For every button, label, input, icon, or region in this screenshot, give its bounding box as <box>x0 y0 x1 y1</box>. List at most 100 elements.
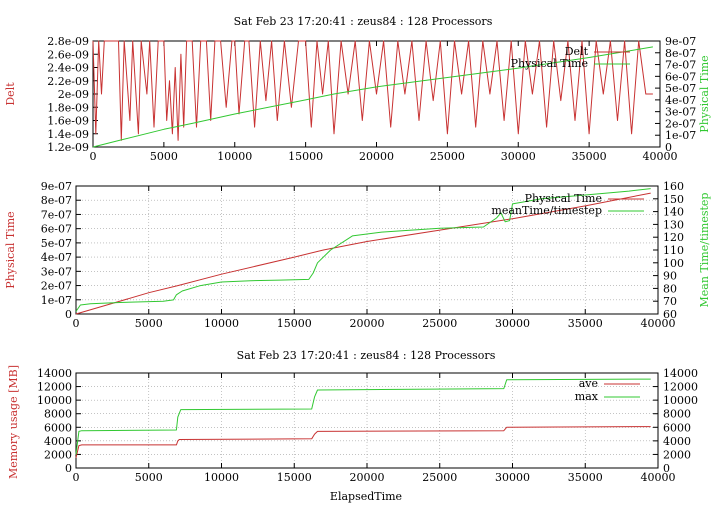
panel-2-legend-label-physical-time: Physical Time <box>525 192 602 205</box>
panel-1-x-tick-label: 25000 <box>430 150 465 163</box>
panel-1-y-tick-label: 2.2e-09 <box>47 75 89 88</box>
panel-2-y-tick-label: 4e-07 <box>41 251 72 264</box>
panel-1-y2-tick-label: 7e-07 <box>665 59 696 72</box>
panel-3-y2-tick-label: 6000 <box>663 421 691 434</box>
panel-1-y-tick-label: 2.6e-09 <box>47 48 89 61</box>
panel-3-y-tick-label: 12000 <box>37 381 72 394</box>
panel-1-x-tick-label: 0 <box>90 150 97 163</box>
panel-3-legend: ave max <box>575 377 640 403</box>
panel-1-y2-tick-label: 6e-07 <box>665 70 696 83</box>
panel-3-y-tick-label: 2000 <box>44 448 72 461</box>
panel-2-axes: 0 5000 10000 15000 20000 25000 30000 35000 40000… <box>41 180 684 330</box>
panel-3-y-tick-label: 6000 <box>44 421 72 434</box>
panel-1-y2-tick-label: 9e-07 <box>665 35 696 48</box>
panel-3-x-tick-label: 0 <box>73 471 80 484</box>
panel-3-y2-tick-label: 4000 <box>663 435 691 448</box>
panel-1: Sat Feb 23 17:20:41 : zeus84 : 128 Proce… <box>4 15 711 163</box>
panel-1-y-tick-label: 2.4e-09 <box>47 62 89 75</box>
panel-3-y2-tick-label: 2000 <box>663 448 691 461</box>
panel-2-series-line-physical-time <box>75 192 651 315</box>
panel-3-x-tick-label: 10000 <box>204 471 239 484</box>
panel-1-series-line-delt <box>92 40 653 141</box>
panel-1-y2-tick-label: 0 <box>665 141 672 154</box>
panel-2-y-tick-label: 0 <box>65 308 72 321</box>
panel-1-axes: 0 5000 10000 15000 20000 25000 30000 35000 40000… <box>47 35 696 163</box>
panel-1-series-line-physical-time <box>92 46 653 148</box>
panel-2-y-tick-label: 8e-07 <box>41 194 72 207</box>
panel-3-y-label: Memory usage [MB] <box>7 365 20 479</box>
panel-3-y-tick-label: 4000 <box>44 435 72 448</box>
panel-1-y-tick-label: 1.6e-09 <box>47 115 89 128</box>
panel-1-legend-label-physical-time: Physical Time <box>511 57 588 70</box>
panel-2-x-tick-label: 35000 <box>568 317 603 330</box>
panel-1-y2-tick-label: 4e-07 <box>665 94 696 107</box>
panel-3-axes: 0 5000 10000 15000 20000 25000 30000 35000 40000… <box>37 367 698 484</box>
panel-3-x-tick-label: 40000 <box>641 471 676 484</box>
panel-3-y2-tick-label: 14000 <box>663 367 698 380</box>
panel-3-x-label: ElapsedTime <box>330 490 402 503</box>
panel-2-x-tick-label: 10000 <box>204 317 239 330</box>
panel-2-y-tick-label: 2e-07 <box>41 280 72 293</box>
panel-1-y2-tick-label: 5e-07 <box>665 82 696 95</box>
panel-2-y-tick-label: 6e-07 <box>41 223 72 236</box>
panel-2-y2-tick-label: 110 <box>663 244 684 257</box>
panel-3-legend-label-ave: ave <box>579 377 598 390</box>
panel-2-y2-tick-label: 130 <box>663 218 684 231</box>
panel-2-y2-tick-label: 140 <box>663 206 684 219</box>
panel-2-x-tick-label: 5000 <box>135 317 163 330</box>
panel-1-title: Sat Feb 23 17:20:41 : zeus84 : 128 Proce… <box>234 15 493 28</box>
panel-3-series-line-ave <box>75 426 651 458</box>
panel-1-y-tick-label: 1.4e-09 <box>47 128 89 141</box>
panel-2-series <box>75 188 651 315</box>
panel-1-y-tick-label: 2e-09 <box>58 88 89 101</box>
panel-1-legend-label-delt: Delt <box>565 45 589 58</box>
panel-2-y2-tick-label: 100 <box>663 257 684 270</box>
panel-2-y2-tick-label: 60 <box>663 308 677 321</box>
panel-1-x-tick-label: 10000 <box>217 150 252 163</box>
panel-2-y2-tick-label: 90 <box>663 270 677 283</box>
panel-1-x-tick-label: 30000 <box>501 150 536 163</box>
panel-1-y2-label: Physical Time <box>698 55 711 132</box>
panel-2-y2-label: Mean Time/timestep <box>698 193 711 308</box>
panel-3-x-tick-label: 30000 <box>495 471 530 484</box>
panel-1-series <box>92 40 653 148</box>
panel-1-x-tick-label: 40000 <box>643 150 678 163</box>
panel-1-y-tick-label: 1.2e-09 <box>47 141 89 154</box>
panel-2: Physical Time Mean Time/timestep 0 5000 10… <box>4 180 711 330</box>
panel-3-title: Sat Feb 23 17:20:41 : zeus84 : 128 Proce… <box>237 349 496 362</box>
panel-2-x-tick-label: 20000 <box>350 317 385 330</box>
panel-2-legend: Physical Time meanTime/timestep <box>491 192 644 217</box>
panel-2-y2-tick-label: 70 <box>663 295 677 308</box>
panel-2-y2-tick-label: 80 <box>663 282 677 295</box>
panel-1-y2-tick-label: 1e-07 <box>665 129 696 142</box>
panel-2-y-tick-label: 1e-07 <box>41 294 72 307</box>
panel-3-y2-tick-label: 10000 <box>663 394 698 407</box>
panel-2-y-tick-label: 7e-07 <box>41 208 72 221</box>
panel-2-x-tick-label: 25000 <box>422 317 457 330</box>
panel-1-x-tick-label: 35000 <box>572 150 607 163</box>
panel-3-plot-area <box>75 372 659 469</box>
panel-3-y2-tick-label: 12000 <box>663 381 698 394</box>
panel-3-y-tick-label: 0 <box>65 462 72 475</box>
panel-2-x-tick-label: 0 <box>73 317 80 330</box>
panel-1-y-label: Delt <box>4 82 17 106</box>
panel-2-y-tick-label: 5e-07 <box>41 237 72 250</box>
panel-3-x-tick-label: 20000 <box>350 471 385 484</box>
panel-1-x-tick-label: 5000 <box>150 150 178 163</box>
panel-1-y-tick-label: 2.8e-09 <box>47 35 89 48</box>
panel-2-y-tick-label: 9e-07 <box>41 180 72 193</box>
panel-2-y-label: Physical Time <box>4 211 17 288</box>
panel-1-y2-tick-label: 8e-07 <box>665 47 696 60</box>
panel-2-y2-tick-label: 150 <box>663 193 684 206</box>
panel-3-series <box>75 378 651 458</box>
panel-2-y2-tick-label: 160 <box>663 180 684 193</box>
panel-3-x-tick-label: 35000 <box>568 471 603 484</box>
panel-3-y-tick-label: 14000 <box>37 367 72 380</box>
panel-2-legend-label-meantime: meanTime/timestep <box>491 204 602 217</box>
panel-2-y-tick-label: 3e-07 <box>41 265 72 278</box>
panel-1-legend: Delt Physical Time <box>511 45 630 70</box>
panel-3-x-tick-label: 15000 <box>277 471 312 484</box>
panel-2-x-tick-label: 40000 <box>641 317 676 330</box>
